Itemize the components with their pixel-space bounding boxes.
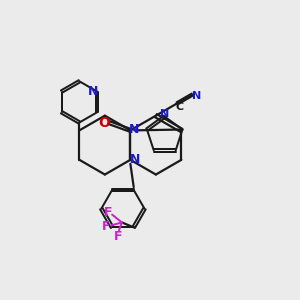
Text: N: N — [88, 85, 98, 98]
Text: F: F — [104, 206, 112, 219]
Text: N: N — [192, 91, 201, 100]
Text: N: N — [160, 109, 169, 119]
Text: O: O — [98, 116, 110, 130]
Text: F: F — [114, 230, 122, 243]
Text: F: F — [102, 220, 110, 233]
Text: C: C — [175, 102, 183, 112]
Text: N: N — [130, 153, 140, 166]
Text: N: N — [129, 123, 140, 136]
